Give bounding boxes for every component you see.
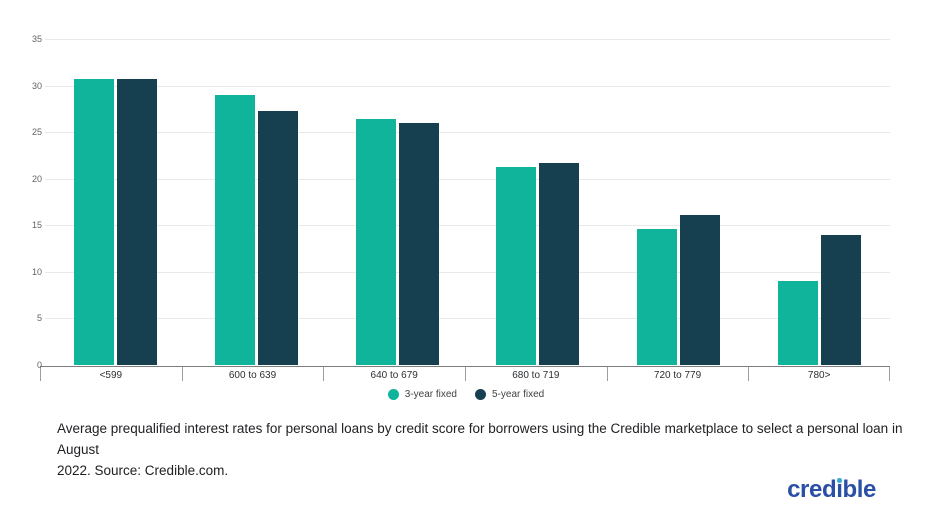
axis-tick xyxy=(889,367,890,381)
legend-dot-icon xyxy=(475,389,486,400)
axis-tick xyxy=(465,367,466,381)
bar-3-year-fixed-1 xyxy=(73,79,114,365)
legend-item-5-year-fixed: 5-year fixed xyxy=(475,389,544,400)
gridline-25 xyxy=(45,132,890,134)
axis-tick xyxy=(323,367,324,381)
logo-letter-i: ı xyxy=(836,476,843,503)
bar-3-year-fixed-6 xyxy=(778,281,819,365)
legend: 3-year fixed 5-year fixed xyxy=(0,389,932,400)
logo-letter: r xyxy=(800,476,809,503)
x-axis-label-3: 640 to 679 xyxy=(370,369,418,381)
x-axis: <599 600 to 639 640 to 679 680 to 719 720 to… xyxy=(40,366,890,383)
bar-5-year-fixed-1 xyxy=(116,79,157,365)
bar-3-year-fixed-5 xyxy=(637,229,678,365)
bar-5-year-fixed-2 xyxy=(257,110,298,365)
gridline-30 xyxy=(45,85,890,87)
y-tick-label-25: 25 xyxy=(31,127,42,138)
x-axis-label-2: 600 to 639 xyxy=(228,369,277,381)
y-tick-label-10: 10 xyxy=(31,266,42,277)
bar-5-year-fixed-5 xyxy=(680,215,721,365)
bar-5-year-fixed-3 xyxy=(398,122,439,365)
y-tick-label-30: 30 xyxy=(31,80,42,91)
legend-dot-icon xyxy=(387,389,399,400)
y-tick-label-20: 20 xyxy=(31,173,42,184)
gridline-20 xyxy=(45,178,890,180)
gridline-5 xyxy=(45,318,890,320)
x-axis-label-1: <599 xyxy=(99,369,123,381)
gridline-15 xyxy=(45,225,890,227)
plot-area xyxy=(45,39,890,365)
caption-line-1: Average prequalified interest rates for … xyxy=(57,421,903,457)
bar-5-year-fixed-6 xyxy=(821,234,862,365)
axis-tick xyxy=(182,367,183,381)
logo-letter: b xyxy=(842,476,858,503)
caption: Average prequalified interest rates for … xyxy=(57,418,932,481)
y-tick-label-0: 0 xyxy=(36,360,42,370)
logo-letter: e xyxy=(863,476,876,503)
bar-5-year-fixed-4 xyxy=(539,162,580,365)
gridline-10 xyxy=(45,271,890,273)
x-axis-label-5: 720 to 779 xyxy=(653,369,702,381)
axis-tick xyxy=(607,367,608,381)
y-tick-label-35: 35 xyxy=(31,34,42,44)
bar-3-year-fixed-4 xyxy=(496,166,537,365)
x-axis-label-4: 680 to 719 xyxy=(512,369,560,381)
logo-letter: c xyxy=(787,476,801,503)
logo-letter: d xyxy=(821,476,837,503)
logo-letter: l xyxy=(856,476,864,503)
legend-label: 3-year fixed xyxy=(404,389,457,400)
legend-item-3-year-fixed: 3-year fixed xyxy=(387,389,457,400)
bar-3-year-fixed-3 xyxy=(355,119,396,365)
bar-3-year-fixed-2 xyxy=(214,94,255,365)
legend-label: 5-year fixed xyxy=(492,389,545,400)
axis-tick xyxy=(40,367,41,381)
y-tick-label-15: 15 xyxy=(31,220,42,231)
caption-line-2: 2022. Source: Credible.com. xyxy=(57,463,229,478)
x-axis-label-6: 780> xyxy=(807,369,831,381)
logo-letter: e xyxy=(809,476,822,503)
y-tick-label-5: 5 xyxy=(36,313,42,324)
axis-tick xyxy=(748,367,749,381)
credible-logo: credıble xyxy=(787,476,876,504)
gridline-35 xyxy=(45,39,890,40)
